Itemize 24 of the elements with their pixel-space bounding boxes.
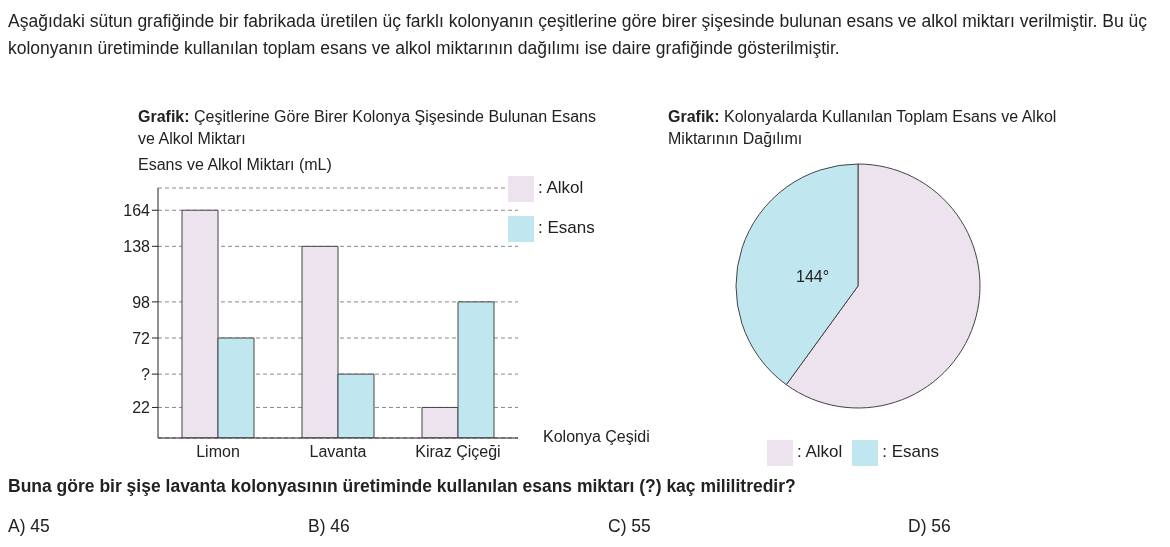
x-tick-label: Lavanta bbox=[309, 443, 367, 461]
x-tick-label: Limon bbox=[196, 443, 240, 461]
y-tick-label: 138 bbox=[123, 238, 151, 256]
text: A) 45 bbox=[8, 516, 50, 537]
legend-label: : Alkol bbox=[796, 442, 843, 462]
text: 144° bbox=[796, 268, 830, 286]
text: C) 55 bbox=[608, 516, 651, 537]
y-tick-label: 72 bbox=[132, 329, 151, 347]
x-tick-label: Kiraz Çiçeği bbox=[415, 443, 501, 461]
y-tick-label: 164 bbox=[123, 201, 151, 219]
chart-title: Grafik: Kolonyalarda Kullanılan Toplam Esans ve Alkol Miktarının Dağılımı bbox=[668, 108, 1057, 147]
text: Aşağıdaki sütun grafiğinde bir fabrikada üretilen üç farklı kolonyanın çeşitlerine göre birer şişesinde bulunan esans ve alkol miktarı verilmiştir. Bu üç kolonyanın üretiminde kullanılan toplam esans ve alkol miktarının dağılımı ise daire grafiğinde gösterilmiştir. bbox=[8, 10, 1149, 60]
y-tick-label: ? bbox=[141, 365, 151, 383]
y-axis-title: Esans ve Alkol Miktarı (mL) bbox=[138, 156, 332, 174]
text: B) 46 bbox=[308, 516, 350, 537]
y-tick-label: 22 bbox=[132, 399, 151, 417]
legend-label: : Esans bbox=[882, 442, 940, 462]
text: Buna göre bir şişe lavanta kolonyasının üretiminde kullanılan esans miktarı (?) kaç mililitredir? bbox=[8, 476, 796, 497]
text: D) 56 bbox=[908, 516, 951, 537]
chart-title: Grafik: Çeşitlerine Göre Birer Kolonya Şişesinde Bulunan Esans ve Alkol Miktarı bbox=[138, 108, 597, 147]
x-axis-title: Kolonya Çeşidi bbox=[543, 428, 650, 446]
legend-label: : Esans bbox=[538, 218, 595, 237]
legend-label: : Alkol bbox=[538, 178, 584, 197]
y-tick-label: 98 bbox=[132, 293, 151, 311]
